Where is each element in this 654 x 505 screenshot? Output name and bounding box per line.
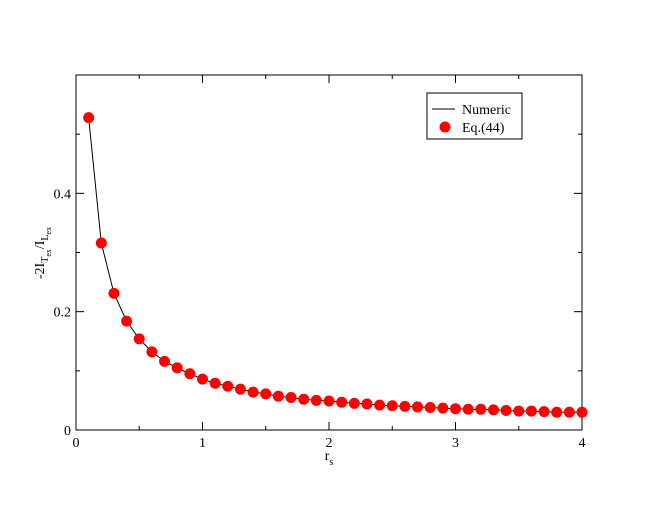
y-label-sub: L: [40, 234, 51, 240]
data-point: [247, 386, 259, 398]
y-tick-label: 0: [64, 424, 71, 439]
y-label-sub: T: [40, 257, 51, 263]
data-point: [374, 399, 386, 411]
data-line: [88, 117, 582, 413]
data-point: [336, 396, 348, 408]
data-point: [412, 401, 424, 413]
y-axis-label: -2ITex/ILex: [33, 227, 53, 279]
data-point: [563, 406, 575, 418]
data-point: [475, 403, 487, 415]
data-point: [437, 402, 449, 414]
data-point: [399, 400, 411, 412]
data-point: [95, 237, 107, 249]
data-point: [500, 404, 512, 416]
data-point: [298, 393, 310, 405]
data-point: [184, 368, 196, 380]
data-point: [551, 406, 563, 418]
data-point: [576, 406, 588, 418]
data-point: [133, 333, 145, 345]
data-point: [159, 355, 171, 367]
data-point: [121, 315, 133, 327]
data-point: [108, 287, 120, 299]
data-point: [538, 406, 550, 418]
data-point: [513, 405, 525, 417]
data-point: [487, 404, 499, 416]
y-tick-label: 0.4: [54, 187, 72, 202]
data-point: [323, 395, 335, 407]
y-label-subsub: ex: [44, 227, 53, 235]
legend-label: Eq.(44): [462, 121, 505, 136]
data-point: [260, 388, 272, 400]
data-point: [234, 383, 246, 395]
data-point: [386, 400, 398, 412]
data-point: [285, 391, 297, 403]
x-tick-label: 4: [579, 436, 586, 451]
legend-label: Numeric: [462, 103, 511, 118]
x-tick-label: 3: [452, 436, 459, 451]
data-point: [209, 377, 221, 389]
data-point: [348, 397, 360, 409]
y-label-part: -2I: [33, 262, 48, 279]
data-point: [83, 112, 95, 124]
data-point: [222, 380, 234, 392]
data-point: [525, 405, 537, 417]
data-point: [197, 373, 208, 385]
y-label-subsub: ex: [44, 249, 53, 257]
x-axis-label: rs: [325, 449, 334, 468]
x-tick-label: 2: [326, 436, 333, 451]
data-point: [310, 394, 322, 406]
data-point: [450, 403, 461, 415]
data-point: [171, 362, 183, 374]
data-point: [462, 403, 474, 415]
x-label-main: r: [325, 449, 330, 464]
y-tick-label: 0.2: [54, 306, 72, 321]
data-point: [272, 390, 284, 402]
x-tick-label: 1: [199, 436, 206, 451]
data-point: [361, 398, 373, 410]
y-label-part: /I: [33, 240, 48, 249]
x-tick-label: 0: [73, 436, 80, 451]
data-point: [424, 402, 436, 414]
legend-marker: [439, 121, 451, 133]
x-label-sub: s: [329, 457, 333, 468]
data-point: [146, 346, 158, 358]
